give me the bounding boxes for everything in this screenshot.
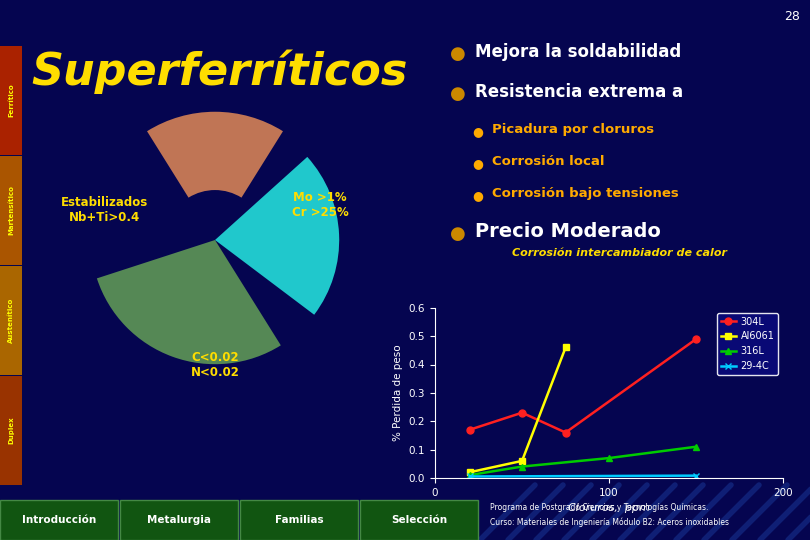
Text: Corrosión intercambiador de calor: Corrosión intercambiador de calor	[513, 248, 727, 258]
Text: Ferrítico: Ferrítico	[8, 83, 14, 117]
Bar	[0, 376, 22, 485]
Al6061	[465, 469, 475, 476]
Text: Duplex: Duplex	[8, 416, 14, 444]
Bar	[120, 500, 238, 540]
Line: Al6061: Al6061	[467, 344, 569, 476]
Text: Precio Moderado: Precio Moderado	[475, 222, 661, 241]
316L	[692, 443, 701, 450]
Bar	[240, 500, 358, 540]
Bar	[0, 46, 22, 155]
Al6061	[561, 345, 570, 351]
Text: C<0.02
N<0.02: C<0.02 N<0.02	[190, 351, 240, 379]
304L	[692, 336, 701, 342]
Text: Mo >1%
Cr >25%: Mo >1% Cr >25%	[292, 191, 348, 219]
Text: ●: ●	[450, 45, 466, 63]
Text: ●: ●	[472, 189, 484, 202]
29-4C	[465, 473, 475, 480]
X-axis label: Cloruros,  ppm: Cloruros, ppm	[568, 503, 650, 513]
Text: ●: ●	[450, 85, 466, 103]
Text: Programa de Postgrado Ciencias y Tecnologías Químicas.: Programa de Postgrado Ciencias y Tecnolo…	[490, 503, 709, 512]
304L	[465, 427, 475, 433]
Text: Corrosión bajo tensiones: Corrosión bajo tensiones	[492, 187, 679, 200]
Text: ●: ●	[450, 225, 466, 243]
Bar	[0, 156, 22, 265]
Line: 304L: 304L	[467, 335, 700, 436]
Legend: 304L, Al6061, 316L, 29-4C: 304L, Al6061, 316L, 29-4C	[718, 313, 778, 375]
Bar	[0, 266, 22, 375]
316L	[604, 455, 614, 461]
316L	[518, 463, 527, 470]
Wedge shape	[215, 157, 339, 315]
Text: 28: 28	[784, 10, 800, 23]
Text: Curso: Materiales de Ingeniería Módulo B2: Aceros inoxidables: Curso: Materiales de Ingeniería Módulo B…	[490, 517, 729, 526]
Text: Martensítico: Martensítico	[8, 185, 14, 235]
Wedge shape	[147, 112, 283, 198]
Text: Mejora la soldabilidad: Mejora la soldabilidad	[475, 43, 681, 61]
Text: Superferríticos: Superferríticos	[32, 50, 408, 94]
29-4C	[692, 472, 701, 479]
Text: Austenítico: Austenítico	[8, 298, 14, 342]
Line: 316L: 316L	[467, 443, 700, 478]
Text: Resistencia extrema a: Resistencia extrema a	[475, 83, 683, 101]
Y-axis label: % Perdida de peso: % Perdida de peso	[393, 345, 403, 441]
Text: ●: ●	[472, 125, 484, 138]
304L	[518, 409, 527, 416]
Bar	[0, 500, 118, 540]
Text: Corrosión local: Corrosión local	[492, 155, 604, 168]
Line: 29-4C: 29-4C	[467, 472, 700, 480]
Text: Estabilizados
Nb+Ti>0.4: Estabilizados Nb+Ti>0.4	[62, 196, 148, 224]
Text: Introducción: Introducción	[22, 515, 96, 525]
304L	[561, 429, 570, 436]
Bar	[360, 500, 478, 540]
Wedge shape	[97, 240, 281, 364]
Text: Selección: Selección	[391, 515, 447, 525]
Al6061	[518, 458, 527, 464]
Text: ●: ●	[472, 157, 484, 170]
Text: Picadura por cloruros: Picadura por cloruros	[492, 123, 654, 136]
Text: Metalurgia: Metalurgia	[147, 515, 211, 525]
Text: Familias: Familias	[275, 515, 323, 525]
316L	[465, 472, 475, 478]
